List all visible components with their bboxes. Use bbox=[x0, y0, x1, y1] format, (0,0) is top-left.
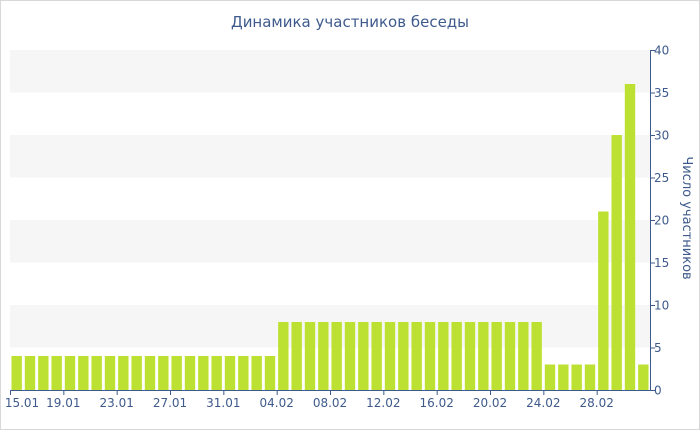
bar bbox=[331, 322, 342, 390]
bar bbox=[264, 356, 276, 390]
bar bbox=[78, 356, 89, 390]
bar bbox=[438, 322, 449, 390]
bar bbox=[464, 322, 476, 390]
x-tick-label: 04.02 bbox=[259, 396, 293, 410]
bar bbox=[544, 364, 556, 390]
bar bbox=[411, 322, 422, 390]
y-tick-label: 35 bbox=[654, 86, 669, 100]
bar bbox=[171, 356, 182, 390]
bar bbox=[198, 356, 209, 390]
bar bbox=[398, 322, 409, 390]
x-tick-label: 31.01 bbox=[206, 396, 240, 410]
bar bbox=[611, 135, 622, 390]
bar bbox=[491, 322, 502, 390]
bar bbox=[424, 322, 436, 390]
x-tick-label: 08.02 bbox=[313, 396, 347, 410]
bar bbox=[344, 322, 356, 390]
grid-band bbox=[10, 220, 650, 263]
bar bbox=[504, 322, 516, 390]
bar bbox=[251, 356, 262, 390]
bar bbox=[104, 356, 116, 390]
grid-bands bbox=[10, 50, 650, 348]
grid-band bbox=[10, 135, 650, 178]
bar bbox=[91, 356, 102, 390]
bar bbox=[358, 322, 369, 390]
y-axis-title: Число участников bbox=[679, 156, 694, 279]
bar bbox=[211, 356, 222, 390]
bar bbox=[64, 356, 76, 390]
bar bbox=[638, 364, 649, 390]
x-tick-labels: 15.01 19.01 23.01 27.01 31.01 04.02 08.02 12.02… bbox=[5, 396, 614, 410]
bar bbox=[571, 364, 582, 390]
bar bbox=[24, 356, 36, 390]
grid-band bbox=[10, 50, 650, 93]
bar bbox=[584, 364, 596, 390]
bar bbox=[184, 356, 196, 390]
bar bbox=[278, 322, 289, 390]
bar bbox=[238, 356, 249, 390]
bar bbox=[304, 322, 316, 390]
y-tick-label: 20 bbox=[654, 214, 669, 228]
x-tick-label: 16.02 bbox=[419, 396, 453, 410]
y-tick-labels: 0 5 10 15 20 25 30 35 40 bbox=[654, 44, 669, 398]
x-tick-label: 15.01 bbox=[5, 396, 39, 410]
bar bbox=[318, 322, 329, 390]
bar bbox=[291, 322, 302, 390]
bar bbox=[598, 211, 609, 390]
bar bbox=[371, 322, 382, 390]
bar bbox=[624, 84, 636, 390]
bar bbox=[478, 322, 489, 390]
bar bbox=[144, 356, 156, 390]
bar bbox=[518, 322, 529, 390]
bar bbox=[384, 322, 396, 390]
x-tick-label: 28.02 bbox=[579, 396, 613, 410]
y-tick-label: 10 bbox=[654, 299, 669, 313]
y-tick-label: 25 bbox=[654, 171, 669, 185]
bar bbox=[11, 356, 22, 390]
grid-band bbox=[10, 305, 650, 348]
bar bbox=[558, 364, 569, 390]
bar bbox=[531, 322, 542, 390]
y-tick-label: 40 bbox=[654, 44, 669, 58]
bar bbox=[51, 356, 62, 390]
chart-title: Динамика участников беседы bbox=[230, 13, 470, 31]
bars bbox=[11, 84, 649, 390]
bar bbox=[451, 322, 462, 390]
x-tick-label: 24.02 bbox=[526, 396, 560, 410]
x-tick-label: 12.02 bbox=[366, 396, 400, 410]
bar bbox=[118, 356, 129, 390]
x-tick-label: 19.01 bbox=[46, 396, 80, 410]
y-tick-label: 5 bbox=[654, 341, 662, 355]
x-tick-label: 23.01 bbox=[99, 396, 133, 410]
bar bbox=[131, 356, 142, 390]
y-tick-label: 30 bbox=[654, 129, 669, 143]
bar bbox=[224, 356, 236, 390]
x-tick-label: 20.02 bbox=[473, 396, 507, 410]
bar bbox=[158, 356, 169, 390]
x-tick-label: 27.01 bbox=[153, 396, 187, 410]
bar bbox=[38, 356, 49, 390]
axes bbox=[10, 50, 655, 395]
y-tick-label: 15 bbox=[654, 256, 669, 270]
y-tick-label: 0 bbox=[654, 384, 662, 398]
